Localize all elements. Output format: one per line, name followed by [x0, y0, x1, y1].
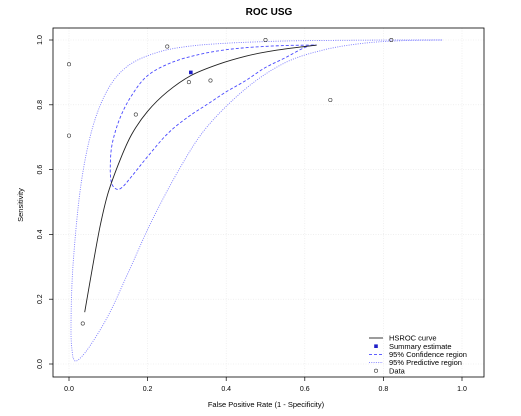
x-axis: 0.0 0.2 0.4 0.6 0.8 1.0	[64, 377, 467, 393]
y-tick-label: 0.0	[37, 359, 44, 369]
data-point	[133, 112, 138, 117]
confidence-region	[109, 44, 317, 190]
legend-swatch-circle	[373, 368, 378, 373]
predictive-region	[70, 39, 443, 362]
plot-frame	[52, 27, 485, 378]
summary-point	[189, 70, 193, 75]
y-tick-label: 0.6	[37, 165, 44, 175]
legend-label: Summary estimate	[389, 342, 452, 351]
x-tick-label: 0.6	[300, 386, 310, 393]
legend-label: Data	[389, 366, 406, 375]
x-tick-label: 0.4	[221, 386, 231, 393]
series-layer	[67, 37, 443, 362]
legend-label: 95% Confidence region	[389, 350, 467, 359]
data-point	[208, 78, 213, 83]
x-axis-label: False Positive Rate (1 - Specificity)	[208, 400, 325, 409]
y-tick-label: 0.2	[37, 294, 44, 304]
chart-title: ROC USG	[246, 7, 293, 18]
y-tick-label: 0.4	[37, 229, 44, 239]
grid	[53, 28, 484, 377]
legend-swatch-square	[374, 344, 378, 348]
x-tick-label: 0.2	[143, 386, 153, 393]
legend-label: HSROC curve	[389, 334, 437, 343]
data-point	[263, 37, 268, 42]
y-axis: 0.0 0.2 0.4 0.6 0.8 1.0	[37, 35, 53, 369]
data-point	[328, 97, 333, 102]
data-point	[67, 62, 72, 67]
x-tick-label: 0.0	[64, 386, 74, 393]
y-tick-label: 0.8	[37, 100, 44, 110]
data-point	[80, 321, 85, 326]
data-point	[389, 37, 394, 42]
x-tick-label: 0.8	[379, 386, 389, 393]
y-tick-label: 1.0	[37, 35, 44, 45]
y-axis-label: Sensitivity	[16, 188, 25, 222]
legend-label: 95% Predictive region	[389, 358, 462, 367]
hsroc-curve	[84, 44, 317, 313]
x-tick-label: 1.0	[457, 386, 467, 393]
data-point	[165, 44, 170, 49]
data-point	[186, 80, 191, 85]
data-point	[67, 133, 72, 138]
